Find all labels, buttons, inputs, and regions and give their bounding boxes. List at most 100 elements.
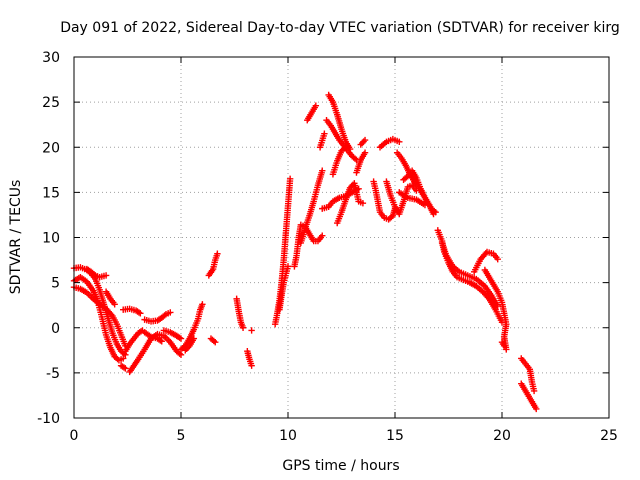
y-tick-label: 25 <box>42 95 60 111</box>
x-tick-label: 15 <box>386 428 404 444</box>
x-axis-label: GPS time / hours <box>282 458 399 474</box>
data-point <box>421 201 429 209</box>
series-arc-38 <box>396 189 429 209</box>
data-point <box>137 310 144 317</box>
data-point <box>494 302 501 310</box>
series-arc-16 <box>207 335 219 346</box>
data-point <box>342 144 349 151</box>
series-arc-24 <box>304 102 320 124</box>
data-point <box>500 342 508 349</box>
y-tick-label: -10 <box>37 411 60 427</box>
series-arc-25 <box>316 130 328 151</box>
data-point <box>157 337 164 344</box>
data-point <box>158 338 165 345</box>
series-arc-21 <box>276 263 292 313</box>
data-point <box>530 387 538 395</box>
data-point <box>319 167 326 174</box>
series-arc-23 <box>297 167 326 247</box>
data-point <box>248 362 255 369</box>
x-tick-label: 0 <box>70 428 79 444</box>
data-point <box>122 365 129 372</box>
series-arc-32 <box>357 136 369 148</box>
data-point <box>430 210 437 218</box>
series-arc-12 <box>160 327 185 342</box>
data-point <box>137 328 145 335</box>
data-point <box>177 351 185 359</box>
data-point <box>177 335 185 342</box>
series-arc-34 <box>376 135 403 151</box>
series-arc-6 <box>117 362 129 372</box>
x-tick-label: 20 <box>493 428 511 444</box>
data-point <box>248 327 255 334</box>
data-point <box>284 263 292 270</box>
data-point <box>199 301 206 308</box>
series-arc-40 <box>438 239 501 310</box>
series-arc-29 <box>329 144 349 178</box>
data-point <box>361 136 369 144</box>
series-arc-45 <box>518 380 540 413</box>
x-tick-label: 25 <box>600 428 618 444</box>
data-point <box>212 338 219 346</box>
y-tick-label: 20 <box>42 140 60 156</box>
series-arc-43 <box>498 338 508 349</box>
series-arc-35 <box>383 178 420 218</box>
data-point <box>120 364 128 371</box>
data-point <box>321 130 328 137</box>
series-arc-42 <box>481 266 510 353</box>
data-point <box>403 174 410 181</box>
y-tick-label: 0 <box>51 321 60 337</box>
series-arc-44 <box>518 355 538 395</box>
data-marks <box>70 91 540 413</box>
data-point <box>176 350 183 357</box>
data-point <box>90 271 98 278</box>
series-arc-7 <box>122 327 146 355</box>
series-arc-18 <box>244 348 255 369</box>
data-point <box>351 155 359 162</box>
data-point <box>319 232 326 239</box>
series-arc-17 <box>233 295 247 331</box>
y-tick-label: 30 <box>42 50 60 66</box>
data-point <box>361 149 369 156</box>
data-point <box>312 102 320 109</box>
y-tick-label: 15 <box>42 185 60 201</box>
data-point <box>359 200 367 207</box>
data-point <box>161 312 168 319</box>
data-point <box>533 405 540 413</box>
data-point <box>503 346 510 353</box>
series-arc-3 <box>70 283 129 349</box>
y-tick-label: 10 <box>42 231 60 247</box>
x-axis: 0 5 10 15 20 25 <box>70 57 618 444</box>
chart-title: Day 091 of 2022, Sidereal Day-to-day VTE… <box>60 20 620 36</box>
series-arc-10 <box>141 309 174 325</box>
data-point <box>190 335 198 342</box>
data-point <box>120 355 127 362</box>
series-arc-14 <box>182 335 198 354</box>
series-arc-37 <box>400 167 437 218</box>
data-point <box>176 334 183 341</box>
data-point <box>102 272 110 279</box>
data-point <box>135 309 143 316</box>
y-axis-label: SDTVAR / TECUs <box>8 180 24 295</box>
series-arc-11 <box>141 329 165 345</box>
series-arc-5 <box>102 288 118 308</box>
data-point <box>210 337 218 345</box>
data-point <box>111 301 118 308</box>
x-tick-label: 5 <box>177 428 186 444</box>
data-point <box>214 250 221 257</box>
data-point <box>167 309 174 316</box>
series-arc-20 <box>271 175 294 328</box>
y-tick-label: 5 <box>51 276 60 292</box>
series-arc-8 <box>126 330 185 376</box>
series-arc-13 <box>177 301 206 353</box>
series-arc-28 <box>323 116 360 164</box>
x-tick-label: 10 <box>279 428 297 444</box>
series-arc-30 <box>334 180 367 227</box>
series-arc-15 <box>205 250 221 279</box>
y-axis: -10 -5 0 5 10 15 20 25 30 <box>37 50 609 427</box>
data-point <box>396 138 403 146</box>
series-arc-9 <box>120 305 144 317</box>
data-point <box>341 145 348 152</box>
data-point <box>239 324 247 331</box>
series-arc-4 <box>83 265 110 281</box>
